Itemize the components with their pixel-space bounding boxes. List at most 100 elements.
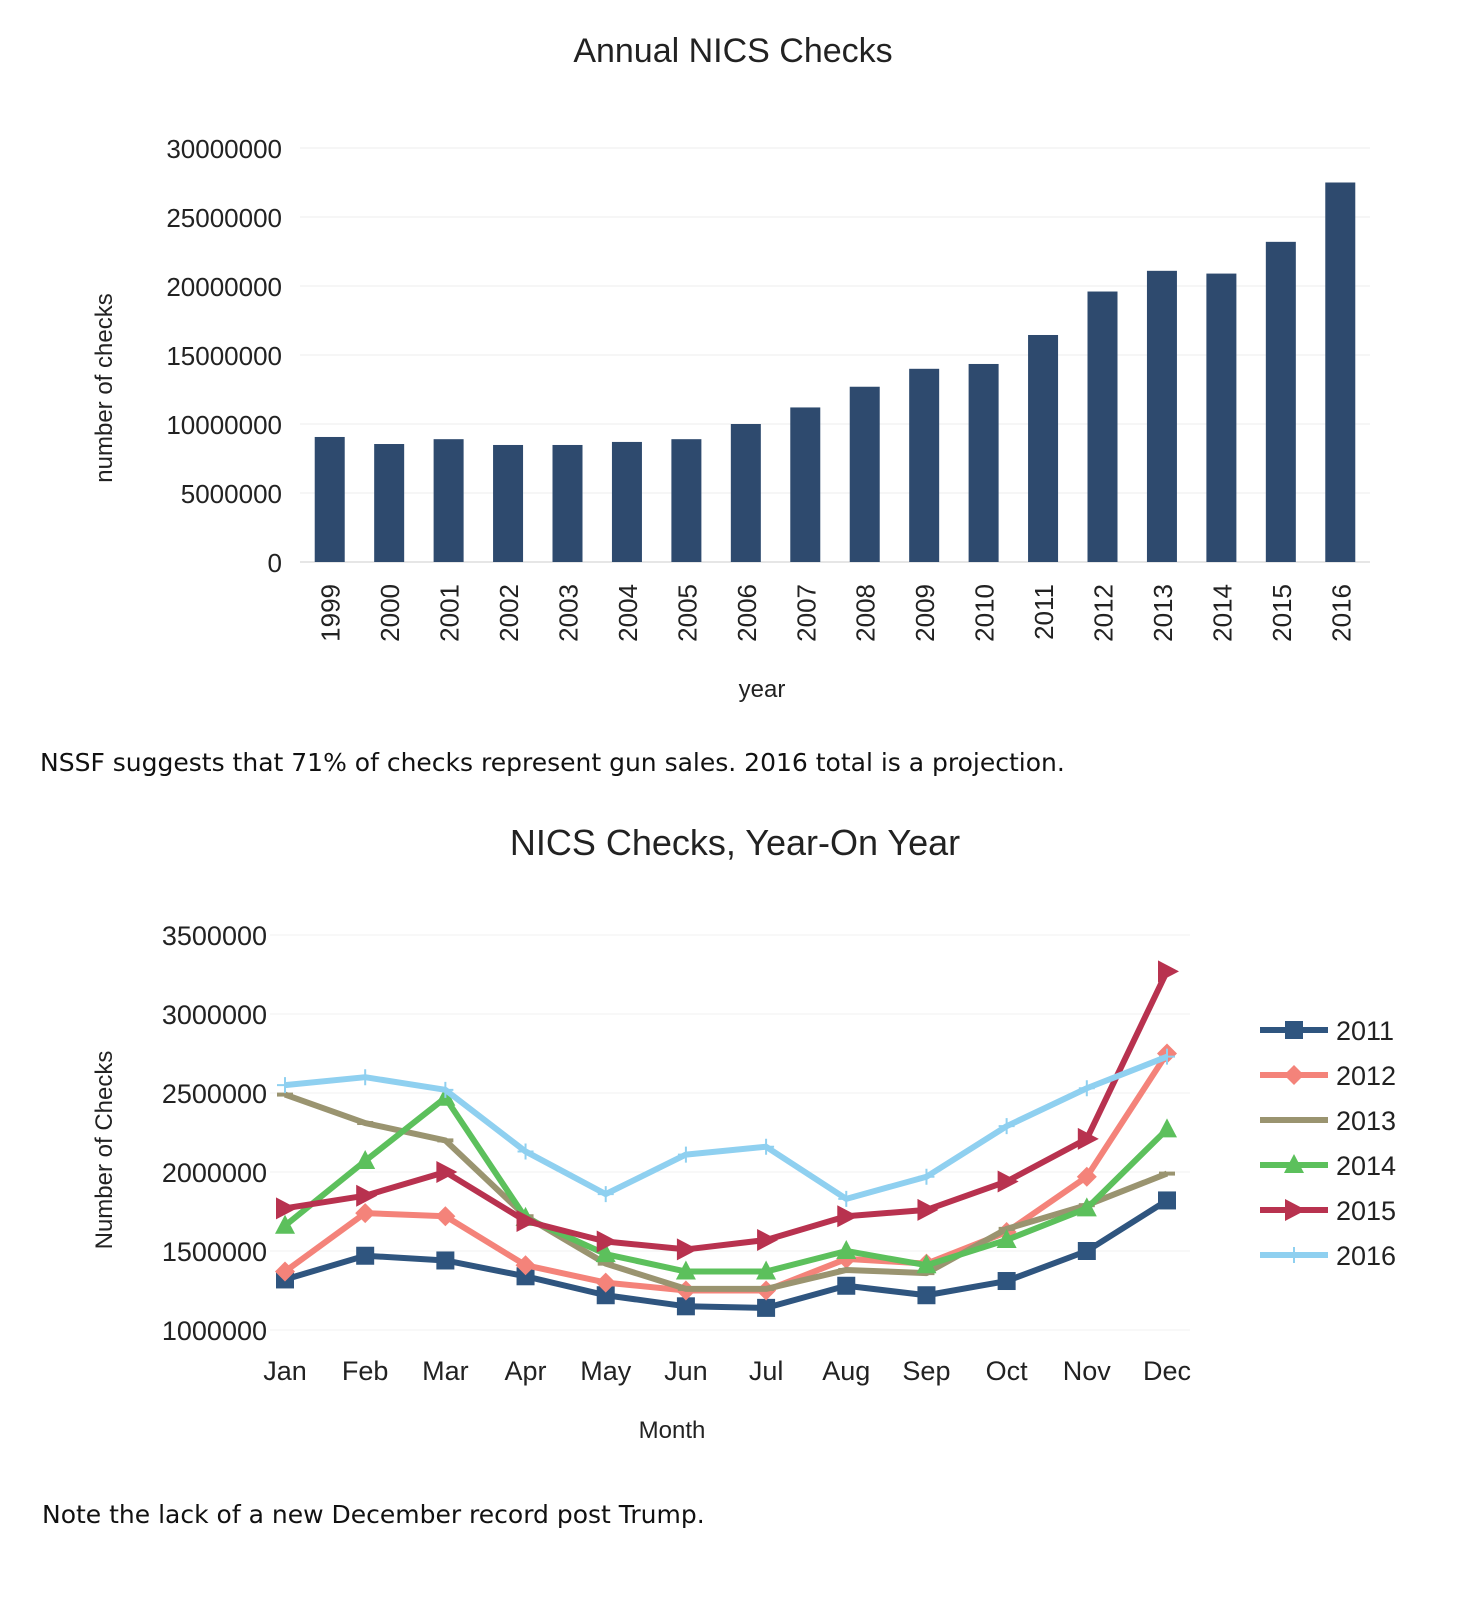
- y-tick-label: 5000000: [181, 479, 282, 509]
- y-tick-label: 1000000: [162, 1316, 267, 1346]
- point-2015-Sep: [917, 1198, 939, 1221]
- x-tick-label: 1999: [316, 584, 346, 642]
- x-tick-label: 2003: [554, 584, 584, 642]
- bar-2001: [433, 439, 464, 562]
- bar-chart-title: Annual NICS Checks: [573, 32, 892, 70]
- legend-label: 2015: [1336, 1196, 1396, 1226]
- x-tick-label: 2007: [791, 584, 821, 642]
- point-2015-Apr: [516, 1209, 538, 1232]
- legend-label: 2012: [1336, 1061, 1396, 1091]
- legend-label: 2014: [1336, 1151, 1396, 1181]
- point-2013-Oct: [998, 1226, 1015, 1231]
- bar-2000: [374, 444, 405, 562]
- point-2011-Sep: [917, 1286, 936, 1305]
- point-2011-Nov: [1077, 1242, 1096, 1260]
- point-2013-Aug: [838, 1267, 855, 1272]
- x-tick-label: 2014: [1207, 584, 1237, 642]
- y-tick-label: 2000000: [162, 1158, 267, 1188]
- point-2011-May: [596, 1286, 615, 1305]
- x-tick-label: Sep: [902, 1356, 950, 1386]
- line-series-2013: [283, 1091, 1169, 1292]
- point-2015-Aug: [837, 1205, 859, 1228]
- y-tick-label: 2500000: [162, 1079, 267, 1109]
- point-2014-Jul: [756, 1260, 777, 1280]
- point-2013-May: [597, 1261, 614, 1266]
- y-axis-title: number of checks: [91, 293, 118, 482]
- x-tick-label: Jan: [263, 1356, 307, 1386]
- bar-2007: [790, 407, 821, 562]
- point-2013-Feb: [357, 1121, 374, 1126]
- point-2016-May: [597, 1186, 614, 1203]
- y-tick-label: 3000000: [162, 1000, 267, 1030]
- point-2011-Mar: [436, 1251, 455, 1270]
- point-2011-Dec: [1158, 1191, 1176, 1210]
- point-2015-Oct: [997, 1170, 1019, 1193]
- point-2014-Jan: [275, 1214, 295, 1234]
- point-2016-Dec: [1159, 1048, 1175, 1065]
- point-2015-Dec: [1158, 960, 1179, 983]
- point-2016-Jan: [277, 1077, 293, 1094]
- x-axis-title: Month: [639, 1417, 706, 1444]
- point-2011-Oct: [997, 1272, 1016, 1291]
- x-tick-label: Aug: [822, 1356, 870, 1386]
- x-tick-label: 2006: [732, 584, 762, 642]
- point-2012-Nov: [1076, 1166, 1097, 1187]
- bar-1999: [314, 436, 345, 562]
- bar-2010: [968, 363, 999, 562]
- x-tick-label: 2015: [1267, 584, 1297, 642]
- y-axis-title: Number of Checks: [91, 1051, 118, 1250]
- bar-2004: [611, 441, 642, 562]
- y-tick-label: 30000000: [166, 134, 282, 164]
- x-tick-label: 2009: [910, 584, 940, 642]
- legend-marker-2013: [1286, 1118, 1302, 1122]
- bar-2012: [1087, 291, 1118, 562]
- bar-2003: [552, 444, 583, 562]
- legend-marker-2011: [1285, 1021, 1303, 1039]
- x-tick-label: Jun: [664, 1356, 708, 1386]
- point-2012-May: [595, 1272, 616, 1293]
- point-2013-Jun: [677, 1286, 694, 1291]
- point-2015-Feb: [356, 1184, 378, 1207]
- legend-label: 2016: [1336, 1241, 1396, 1271]
- y-tick-label: 1500000: [162, 1237, 267, 1267]
- point-2011-Feb: [356, 1246, 375, 1265]
- point-2016-Sep: [918, 1168, 935, 1185]
- y-tick-label: 0: [268, 548, 282, 578]
- bar-2014: [1206, 273, 1237, 562]
- point-2012-Apr: [515, 1255, 536, 1276]
- point-2014-Aug: [836, 1240, 857, 1259]
- point-2016-Jun: [677, 1146, 694, 1163]
- y-tick-label: 15000000: [166, 341, 282, 371]
- x-tick-label: Oct: [986, 1356, 1029, 1386]
- x-tick-label: 2005: [672, 584, 702, 642]
- line-series-2015: [284, 970, 1170, 1253]
- bar-2006: [730, 424, 761, 562]
- x-tick-label: Apr: [505, 1356, 547, 1386]
- point-2014-Oct: [996, 1228, 1017, 1248]
- point-2016-Oct: [998, 1118, 1015, 1135]
- point-2012-Feb: [355, 1203, 376, 1224]
- point-2011-Apr: [516, 1267, 535, 1286]
- x-tick-label: 2000: [375, 584, 405, 642]
- point-2011-Aug: [837, 1276, 856, 1295]
- point-2014-Dec: [1157, 1118, 1177, 1138]
- point-2016-Aug: [838, 1190, 855, 1207]
- bar-2009: [909, 368, 940, 562]
- note-gun-sales: NSSF suggests that 71% of checks represe…: [40, 748, 1065, 777]
- point-2016-Feb: [357, 1069, 374, 1086]
- point-2014-May: [595, 1243, 616, 1263]
- bar-2016: [1325, 182, 1356, 562]
- x-tick-label: Mar: [422, 1356, 469, 1386]
- x-axis-title: year: [739, 676, 786, 703]
- bar-2011: [1028, 334, 1059, 562]
- x-tick-label: Dec: [1143, 1356, 1191, 1386]
- legend-marker-2015: [1285, 1199, 1306, 1221]
- point-2013-Jul: [758, 1286, 775, 1291]
- line-series-2011: [284, 1197, 1169, 1311]
- x-tick-label: 2013: [1148, 584, 1178, 642]
- x-tick-label: Nov: [1063, 1356, 1112, 1386]
- point-2011-Jul: [757, 1298, 776, 1317]
- point-2015-Jan: [276, 1197, 297, 1220]
- point-2013-Jan: [277, 1092, 293, 1097]
